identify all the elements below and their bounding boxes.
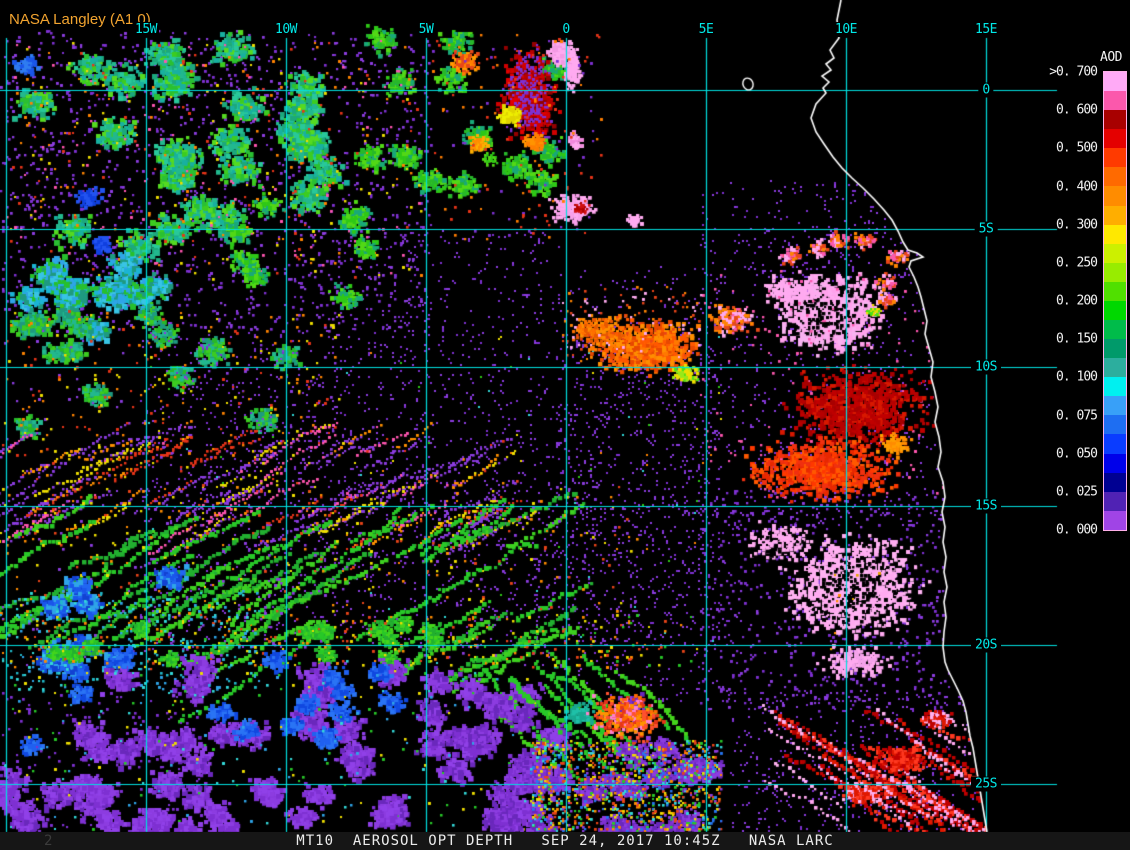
status-bar: MT10 AEROSOL OPT DEPTH SEP 24, 2017 10:4… (0, 832, 1130, 850)
status-bar-text: MT10 AEROSOL OPT DEPTH SEP 24, 2017 10:4… (296, 833, 834, 849)
page-number: 2 (44, 833, 53, 849)
